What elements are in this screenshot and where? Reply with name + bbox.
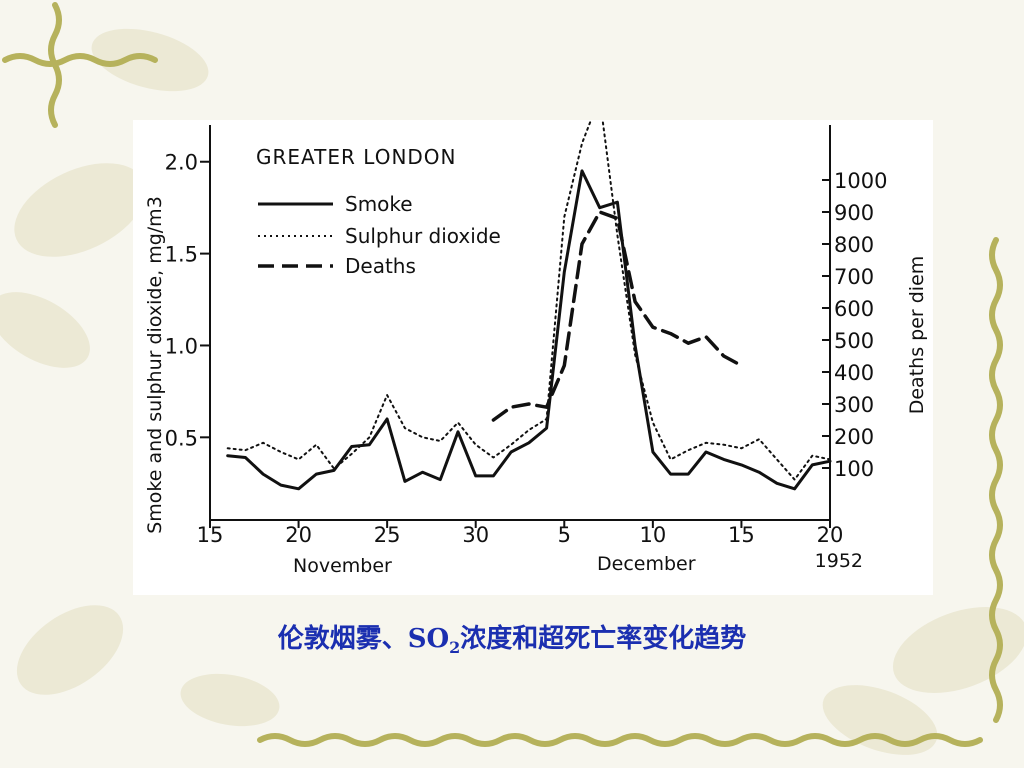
y-tick-label: 1.5 [165, 243, 198, 267]
slide-caption: 伦敦烟雾、SO2浓度和超死亡率变化趋势 [0, 618, 1024, 657]
y-axis-label: Smoke and sulphur dioxide, mg/m3 [144, 196, 166, 534]
y2-tick-label: 1000 [834, 169, 887, 193]
x-tick-label: 30 [462, 523, 489, 547]
y2-tick-label: 300 [834, 393, 874, 417]
x-tick-label: 15 [197, 523, 224, 547]
chart-panel: 0.5 1.0 1.5 2.0 100 200 300 400 500 600 700 800 900 1… [133, 120, 933, 595]
y2-tick-label: 400 [834, 361, 874, 385]
y-tick-label: 2.0 [165, 151, 198, 175]
y2-tick-label: 600 [834, 297, 874, 321]
x-tick-label: 5 [558, 523, 571, 547]
x-tick-label: 25 [374, 523, 401, 547]
x-tick-label: 20 [817, 523, 844, 547]
year-label: 1952 [815, 550, 863, 572]
y2-tick-label: 900 [834, 201, 874, 225]
leaf-decoration [0, 28, 1024, 755]
series-smoke-line [226, 169, 832, 491]
caption-text: 伦敦烟雾、SO [277, 624, 450, 654]
x-tick-label: 15 [728, 523, 755, 547]
chart-title: GREATER LONDON [256, 145, 457, 169]
y-tick-label: 1.0 [165, 334, 198, 358]
legend-label: Sulphur dioxide [345, 224, 501, 248]
y2-tick-label: 700 [834, 265, 874, 289]
y2-axis-label: Deaths per diem [906, 256, 928, 415]
series-deaths-line [491, 210, 744, 422]
series-sulphur-dioxide-line [226, 120, 831, 481]
caption-text-end: 浓度和超死亡率变化趋势 [460, 624, 747, 654]
caption-subscript: 2 [449, 638, 461, 658]
y-tick-label: 0.5 [165, 426, 198, 450]
month-label-december: December [597, 553, 696, 575]
vine-decoration [2, 2, 1003, 747]
legend-label: Smoke [345, 192, 413, 216]
chart-svg: 0.5 1.0 1.5 2.0 100 200 300 400 500 600 700 800 900 1… [144, 120, 928, 577]
y2-tick-label: 800 [834, 233, 874, 257]
y2-tick-label: 100 [834, 457, 874, 481]
month-label-november: November [293, 555, 392, 577]
y2-tick-label: 200 [834, 425, 874, 449]
x-tick-label: 20 [285, 523, 312, 547]
y2-tick-label: 500 [834, 329, 874, 353]
legend-label: Deaths [345, 254, 416, 278]
x-tick-label: 10 [639, 523, 666, 547]
